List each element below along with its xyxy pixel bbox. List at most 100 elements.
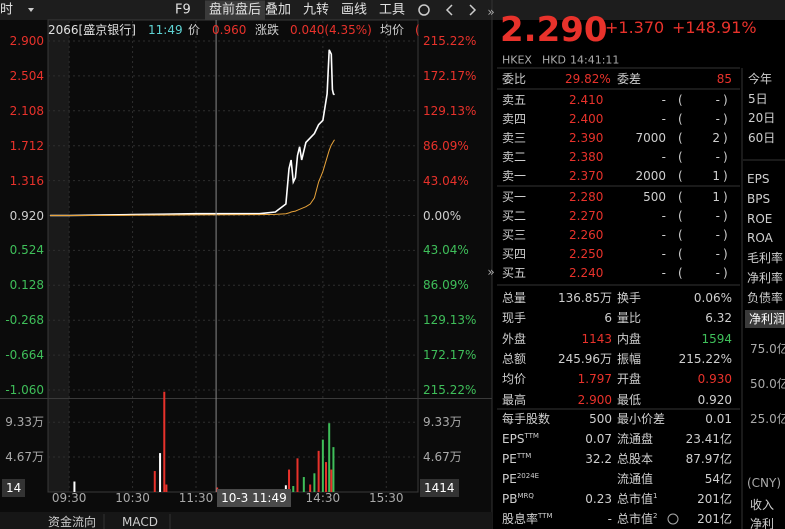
metric-tab[interactable]: 负债率 bbox=[747, 290, 784, 305]
book-paren: ) bbox=[723, 150, 728, 164]
y-tick-label: 2.504 bbox=[9, 68, 44, 83]
toolbar-item[interactable]: 叠加 bbox=[265, 2, 292, 18]
stat-value: 215.22% bbox=[678, 351, 732, 366]
metric-tab[interactable]: BPS bbox=[747, 191, 771, 206]
x-tick-label: 14:30 bbox=[305, 491, 341, 505]
fund-label: 总股本 bbox=[617, 453, 653, 465]
book-price: 2.250 bbox=[569, 247, 604, 261]
book-count: - bbox=[715, 150, 720, 164]
volume-bar bbox=[309, 484, 312, 492]
metric-tab[interactable]: 毛利率 bbox=[747, 251, 784, 266]
bottom-tab[interactable]: 资金流向 bbox=[48, 515, 97, 529]
period-tab[interactable]: 60日 bbox=[748, 131, 776, 146]
volume-bar bbox=[328, 423, 331, 492]
toolbar-item[interactable]: 工具 bbox=[379, 2, 406, 18]
fund-value: 0.07 bbox=[585, 432, 612, 446]
info-icon[interactable] bbox=[667, 513, 679, 525]
stat-value: 1594 bbox=[701, 331, 732, 346]
y2-tick-label: 43.04% bbox=[423, 243, 469, 258]
book-level: 买三 bbox=[502, 228, 527, 242]
period-tab[interactable]: 今年 bbox=[748, 72, 773, 86]
next-icon[interactable] bbox=[469, 4, 477, 16]
y2-tick-label: 129.13% bbox=[423, 103, 477, 118]
volume-readout: 1414 bbox=[420, 479, 459, 497]
book-count: - bbox=[715, 266, 720, 280]
stat-label: 开盘 bbox=[617, 372, 642, 387]
book-level: 卖二 bbox=[502, 150, 527, 164]
fund-label: 总市值2 bbox=[617, 512, 657, 526]
book-paren: ( bbox=[678, 247, 683, 261]
volume-tick-label: 4.67万 bbox=[423, 450, 462, 465]
fund-value: 201亿 bbox=[697, 512, 732, 526]
label-sup: TTM bbox=[516, 452, 532, 460]
fund-label: 流通盘 bbox=[617, 433, 653, 445]
metric-tab[interactable]: ROE bbox=[747, 211, 773, 226]
y2-tick-label: 86.09% bbox=[423, 278, 469, 293]
label-text: 总市值 bbox=[617, 492, 654, 506]
label-text: PB bbox=[502, 492, 518, 506]
fund-value: 0.23 bbox=[585, 492, 612, 506]
volume-bar bbox=[165, 484, 168, 492]
stat-label: 均价 bbox=[502, 372, 527, 387]
toolbar-item[interactable]: 九转 bbox=[303, 2, 330, 18]
side-legend: 收入 bbox=[750, 498, 775, 512]
toolbar-item[interactable]: 画线 bbox=[341, 2, 368, 18]
y-tick-label: -1.060 bbox=[5, 383, 44, 397]
book-paren: ( bbox=[678, 169, 683, 183]
book-price: 2.370 bbox=[569, 169, 604, 183]
price-change: +1.370 bbox=[605, 18, 665, 37]
side-axis-label: 75.0亿 bbox=[750, 342, 785, 356]
metric-tab[interactable]: 净利率 bbox=[747, 271, 784, 285]
volume-bar bbox=[73, 481, 76, 492]
header-change-label: 涨跌 bbox=[255, 23, 280, 37]
stat-label: 外盘 bbox=[502, 331, 527, 346]
y2-tick-label: 215.22% bbox=[423, 34, 477, 48]
y-tick-label: 0.920 bbox=[9, 208, 44, 223]
average-line bbox=[50, 139, 335, 216]
collapse-icon[interactable]: » bbox=[487, 265, 494, 279]
tab-bar-bg bbox=[0, 512, 492, 529]
book-count: 1 bbox=[712, 169, 720, 183]
book-paren: ) bbox=[723, 112, 728, 126]
label-sup: TTM bbox=[524, 432, 539, 440]
stat-value: 0.06% bbox=[693, 291, 732, 305]
book-volume: - bbox=[661, 209, 666, 223]
y-tick-label: 1.712 bbox=[9, 138, 44, 153]
stat-value: 2.900 bbox=[577, 392, 612, 407]
collapse-icon[interactable]: » bbox=[487, 5, 494, 19]
y2-tick-label: 0.00% bbox=[423, 208, 462, 223]
dropdown-icon[interactable] bbox=[28, 8, 34, 12]
label-text: EPS bbox=[502, 432, 525, 446]
diff-value: 85 bbox=[716, 72, 732, 86]
book-paren: ( bbox=[678, 131, 683, 145]
stat-label: 换手 bbox=[617, 291, 642, 305]
book-volume: - bbox=[661, 150, 666, 164]
side-axis-label: 25.0亿 bbox=[750, 412, 785, 426]
toolbar-item[interactable]: 时 bbox=[0, 2, 14, 18]
metric-tab[interactable]: ROA bbox=[747, 231, 773, 246]
label-text: 总市值 bbox=[617, 512, 654, 526]
header-price: 0.960 bbox=[212, 23, 247, 37]
book-level: 买五 bbox=[502, 266, 527, 280]
ratio-value: 29.82% bbox=[565, 72, 611, 86]
active-tab[interactable]: 净利润 bbox=[745, 310, 785, 328]
metric-tab[interactable]: EPS bbox=[747, 172, 770, 186]
label-text: 每手股数 bbox=[502, 412, 551, 426]
label-text: 流通值 bbox=[617, 472, 654, 486]
volume-readout: 14 bbox=[2, 479, 26, 497]
volume-tick-label: 9.33万 bbox=[5, 415, 44, 430]
book-count: 1 bbox=[712, 190, 720, 204]
bottom-tab[interactable]: MACD bbox=[122, 515, 158, 529]
fund-value: 54亿 bbox=[704, 472, 732, 486]
toolbar-item[interactable]: 盘前盘后 bbox=[205, 0, 266, 20]
settings-icon[interactable] bbox=[418, 4, 430, 16]
volume-bar bbox=[321, 439, 324, 492]
period-tab[interactable]: 5日 bbox=[748, 91, 768, 106]
toolbar-item[interactable]: F9 bbox=[175, 2, 191, 18]
prev-icon[interactable] bbox=[445, 4, 453, 16]
period-tab[interactable]: 20日 bbox=[748, 111, 776, 126]
stat-label: 内盘 bbox=[617, 331, 642, 346]
book-price: 2.240 bbox=[569, 266, 604, 280]
currency: HKD bbox=[542, 53, 566, 67]
